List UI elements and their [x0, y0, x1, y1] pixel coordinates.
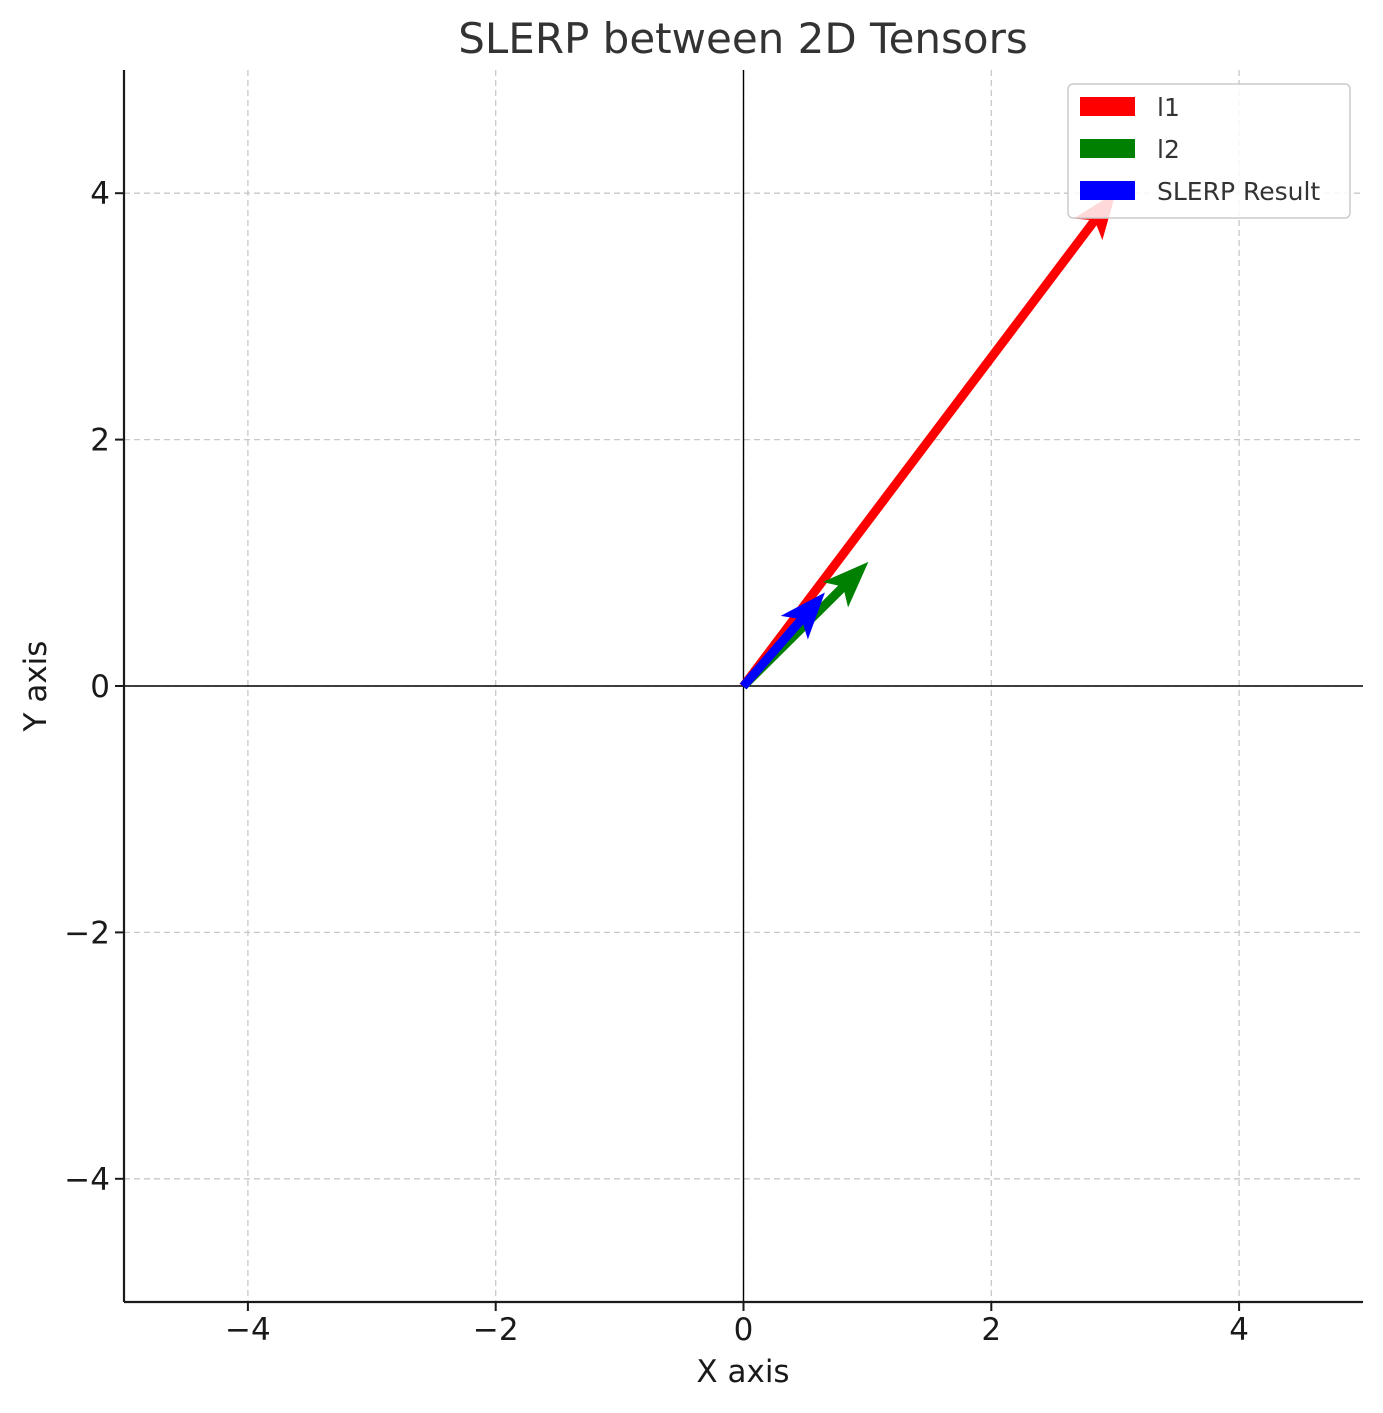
legend-frame [1067, 83, 1351, 219]
x-tick-label-2: 0 [734, 1312, 754, 1348]
y-axis-label: Y axis [18, 641, 54, 733]
y-tick-label-1: −2 [64, 915, 110, 951]
x-tick-label-1: −2 [473, 1312, 519, 1348]
legend: l1 l2 SLERP Result [1067, 83, 1351, 219]
y-tick-label-3: 2 [90, 423, 110, 459]
x-axis-label: X axis [696, 1354, 789, 1390]
vector-arrows [739, 192, 1117, 690]
legend-label-l1: l1 [1157, 93, 1180, 122]
arrow-slerp-result [739, 592, 825, 690]
x-tick-label-4: 4 [1229, 1312, 1249, 1348]
y-tick-label-4: 4 [90, 176, 110, 212]
x-tick-label-0: −4 [225, 1312, 271, 1348]
axis-ticks: −4 −2 0 2 4 −4 −2 0 2 4 [64, 176, 1249, 1348]
y-tick-label-0: −4 [64, 1162, 110, 1198]
legend-swatch-l1 [1080, 97, 1135, 116]
legend-swatch-l2 [1080, 139, 1135, 158]
legend-swatch-slerp-result [1080, 181, 1135, 200]
y-tick-label-2: 0 [90, 669, 110, 705]
chart-title: SLERP between 2D Tensors [458, 14, 1028, 63]
legend-label-l2: l2 [1157, 135, 1180, 164]
x-tick-label-3: 2 [981, 1312, 1001, 1348]
legend-label-slerp-result: SLERP Result [1157, 177, 1320, 206]
